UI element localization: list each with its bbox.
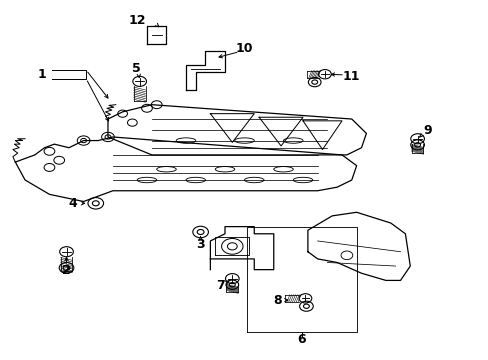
Text: 6: 6 [297, 333, 305, 346]
Text: 7: 7 [215, 279, 224, 292]
Text: 10: 10 [235, 41, 253, 54]
Text: 4: 4 [68, 197, 77, 210]
Text: 2: 2 [62, 264, 71, 277]
Text: 3: 3 [196, 238, 204, 251]
Text: 8: 8 [272, 294, 281, 307]
Text: 9: 9 [422, 124, 431, 137]
Text: 11: 11 [342, 69, 360, 82]
Text: 12: 12 [128, 14, 146, 27]
Text: 1: 1 [38, 68, 46, 81]
Text: 5: 5 [132, 62, 141, 75]
